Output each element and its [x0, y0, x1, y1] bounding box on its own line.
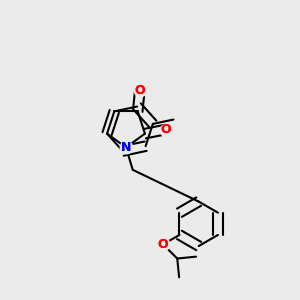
Text: N: N	[121, 141, 131, 154]
Text: O: O	[160, 123, 171, 136]
Text: N: N	[121, 141, 131, 154]
Text: O: O	[158, 238, 168, 251]
Text: O: O	[160, 123, 171, 136]
Text: O: O	[134, 84, 145, 97]
Text: O: O	[158, 238, 168, 251]
Text: O: O	[134, 84, 145, 97]
